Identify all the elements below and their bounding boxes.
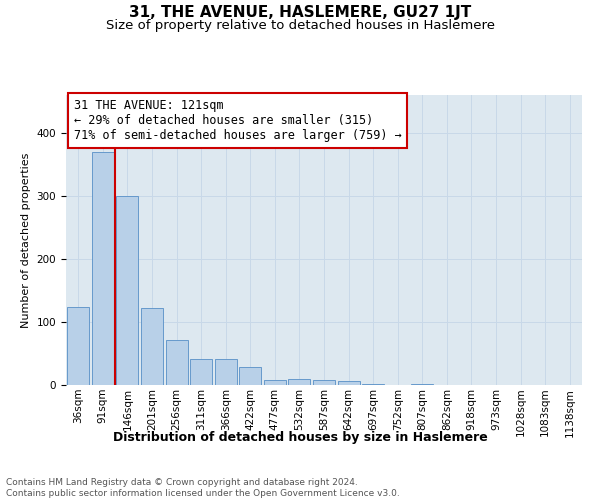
Bar (289, 378, 310, 385)
Bar (411, 384, 433, 385)
Bar (166, 340, 188, 385)
Bar (116, 196, 139, 385)
Y-axis label: Number of detached properties: Number of detached properties (21, 152, 31, 328)
Bar (215, 359, 237, 385)
Text: Distribution of detached houses by size in Haslemere: Distribution of detached houses by size … (113, 431, 487, 444)
Bar (362, 384, 384, 385)
Bar (338, 381, 359, 385)
Bar (92, 152, 114, 385)
Text: Contains HM Land Registry data © Crown copyright and database right 2024.
Contai: Contains HM Land Registry data © Crown c… (6, 478, 400, 498)
Text: 31 THE AVENUE: 121sqm
← 29% of detached houses are smaller (315)
71% of semi-det: 31 THE AVENUE: 121sqm ← 29% of detached … (74, 100, 401, 142)
Bar (264, 380, 286, 385)
Bar (313, 380, 335, 385)
Bar (141, 308, 163, 385)
Bar (67, 308, 89, 385)
Text: Size of property relative to detached houses in Haslemere: Size of property relative to detached ho… (106, 19, 494, 32)
Bar (239, 366, 262, 385)
Bar (190, 359, 212, 385)
Text: 31, THE AVENUE, HASLEMERE, GU27 1JT: 31, THE AVENUE, HASLEMERE, GU27 1JT (129, 5, 471, 20)
